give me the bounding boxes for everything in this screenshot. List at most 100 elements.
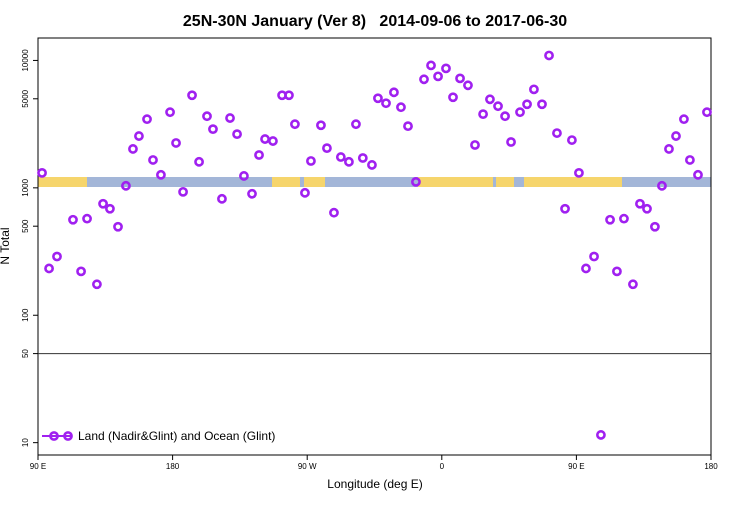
point	[455, 73, 465, 84]
point	[470, 140, 480, 150]
ocean-strip	[514, 177, 524, 187]
point	[500, 111, 510, 122]
point	[156, 169, 166, 180]
x-tick-label: 90 E	[568, 462, 584, 471]
land-strip	[38, 177, 87, 187]
point	[596, 430, 606, 440]
x-tick-label: 180	[166, 462, 180, 471]
point	[642, 203, 652, 214]
point	[322, 143, 332, 154]
point	[544, 50, 554, 61]
point	[367, 160, 377, 170]
point	[98, 198, 108, 209]
x-tick-label: 90 E	[30, 462, 46, 471]
chart-title: 25N-30N January (Ver 8) 2014-09-06 to 20…	[183, 13, 567, 30]
point	[194, 156, 204, 167]
y-tick-label: 1000	[21, 178, 30, 196]
point	[529, 84, 539, 95]
point	[679, 114, 689, 125]
point	[581, 263, 591, 274]
point	[664, 144, 674, 154]
point	[403, 121, 413, 132]
point	[657, 180, 667, 191]
ocean-strip	[300, 177, 304, 187]
point	[589, 251, 599, 262]
plot-frame	[37, 37, 712, 456]
point	[619, 213, 629, 224]
point	[693, 169, 703, 180]
point	[433, 71, 443, 82]
point	[290, 119, 300, 130]
point	[373, 93, 383, 104]
surface-strip	[38, 177, 711, 187]
point	[506, 137, 516, 147]
legend-marker	[49, 431, 59, 441]
x-tick-label: 90 W	[298, 462, 317, 471]
legend-marker	[63, 431, 73, 441]
point	[357, 153, 368, 163]
point	[702, 107, 712, 118]
point	[105, 203, 115, 214]
point	[52, 251, 62, 262]
point	[329, 207, 339, 218]
point	[76, 266, 86, 277]
y-tick-label: 10000	[21, 49, 30, 72]
point	[316, 120, 326, 131]
point	[567, 135, 577, 145]
point	[612, 266, 622, 277]
point	[300, 187, 310, 198]
point	[389, 87, 399, 98]
point	[171, 138, 181, 148]
point	[284, 90, 294, 101]
point	[113, 221, 123, 232]
y-tick-label: 100	[21, 308, 30, 322]
point	[671, 131, 681, 141]
point	[441, 63, 451, 74]
point	[411, 176, 421, 187]
point	[225, 113, 235, 123]
point	[628, 279, 638, 290]
point	[485, 94, 495, 105]
point	[685, 155, 695, 165]
point	[148, 155, 158, 165]
point	[37, 168, 47, 178]
point	[335, 152, 346, 162]
point	[478, 109, 488, 120]
point	[635, 198, 645, 209]
land-strip	[272, 177, 325, 187]
x-tick-label: 0	[440, 462, 445, 471]
x-tick-label: 180	[704, 462, 718, 471]
point	[82, 213, 92, 224]
point	[187, 90, 197, 101]
point	[202, 111, 212, 122]
point	[68, 214, 78, 225]
point	[574, 168, 584, 178]
point	[134, 131, 144, 141]
point	[351, 119, 361, 130]
y-tick-label: 5000	[21, 89, 30, 107]
point	[344, 156, 354, 167]
ocean-strip	[325, 177, 418, 187]
point	[208, 124, 218, 135]
y-axis-label: N Total	[0, 227, 12, 264]
point	[537, 99, 547, 110]
point	[239, 171, 249, 181]
point	[552, 128, 562, 138]
point	[306, 156, 316, 166]
point	[142, 114, 152, 125]
y-tick-label: 50	[21, 349, 30, 358]
point	[92, 279, 102, 290]
ocean-strip	[622, 177, 711, 187]
point	[419, 74, 429, 85]
point	[605, 214, 615, 225]
point	[121, 180, 131, 191]
point	[448, 92, 458, 103]
point	[396, 102, 406, 113]
y-tick-label: 500	[21, 219, 30, 233]
point	[522, 99, 532, 110]
point	[515, 107, 525, 118]
y-tick-label: 10	[21, 438, 30, 447]
point	[178, 186, 188, 197]
point	[650, 221, 660, 232]
